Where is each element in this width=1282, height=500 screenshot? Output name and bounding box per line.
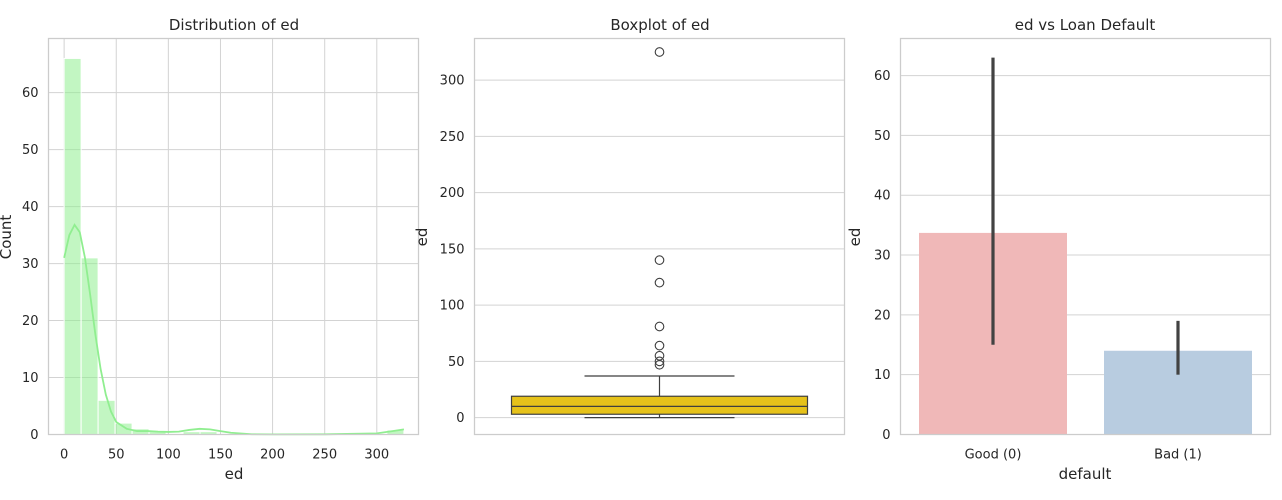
bar-x-tick-label: Bad (1)	[1154, 448, 1202, 463]
boxplot-box	[510, 47, 809, 419]
histogram-y-ticks: 0 10 20 30 40 50 60	[22, 86, 39, 443]
boxplot-outlier-point	[654, 350, 665, 361]
bar-y-tick-label: 20	[874, 308, 891, 323]
histogram-title: Distribution of ed	[169, 16, 299, 34]
bar-title: ed vs Loan Default	[1015, 16, 1156, 34]
bar-y-tick-label: 10	[874, 368, 891, 383]
bar-error-bars	[991, 57, 1180, 375]
boxplot-y-tick-label: 150	[440, 242, 465, 257]
histogram-bar	[97, 399, 116, 436]
boxplot-y-label: ed	[413, 228, 431, 247]
histogram-x-tick-label: 150	[208, 448, 233, 463]
histogram-x-tick-label: 300	[364, 448, 389, 463]
boxplot-grid	[474, 79, 845, 419]
boxplot-y-tick-label: 0	[456, 411, 464, 426]
histogram-panel: Distribution of ed 0 50 100 150 200 250 300 0 1…	[0, 16, 420, 483]
boxplot-y-tick-label: 300	[440, 74, 465, 89]
bar-y-tick-label: 60	[874, 69, 891, 84]
histogram-y-tick-label: 50	[22, 143, 39, 158]
histogram-y-tick-label: 10	[22, 371, 39, 386]
histogram-frame	[47, 37, 420, 436]
histogram-x-tick-label: 200	[260, 448, 285, 463]
histogram-y-tick-label: 40	[22, 200, 39, 215]
histogram-x-ticks: 0 50 100 150 200 250 300	[60, 448, 389, 463]
histogram-x-label: ed	[225, 465, 244, 483]
bar-panel: ed vs Loan Default Good (0) Bad (1) 0 10 20…	[846, 16, 1272, 483]
bar-y-tick-label: 30	[874, 249, 891, 264]
bar-y-ticks: 0 10 20 30 40 50 60	[874, 69, 891, 443]
histogram-y-tick-label: 60	[22, 86, 39, 101]
histogram-x-tick-label: 100	[156, 448, 181, 463]
bar-x-ticks: Good (0) Bad (1)	[965, 448, 1202, 463]
boxplot-panel: Boxplot of ed 0 50 100 150 200 250 300 ed	[413, 16, 846, 436]
boxplot-frame	[473, 37, 846, 436]
histogram-x-tick-label: 50	[108, 448, 125, 463]
boxplot-outlier-point	[654, 277, 665, 288]
bar-y-tick-label: 0	[882, 428, 890, 443]
histogram-y-label: Count	[0, 215, 15, 260]
bar-x-label: default	[1059, 465, 1112, 483]
boxplot-y-ticks: 0 50 100 150 200 250 300	[440, 74, 465, 427]
bar-y-tick-label: 40	[874, 189, 891, 204]
histogram-x-tick-label: 0	[60, 448, 68, 463]
boxplot-outlier-point	[654, 356, 665, 367]
histogram-x-tick-label: 250	[312, 448, 337, 463]
boxplot-y-tick-label: 200	[440, 186, 465, 201]
bar-y-tick-label: 50	[874, 129, 891, 144]
boxplot-title: Boxplot of ed	[610, 16, 709, 34]
boxplot-outlier-point	[654, 255, 665, 265]
histogram-grid	[48, 38, 419, 435]
boxplot-outlier-point	[654, 321, 665, 332]
histogram-y-tick-label: 0	[30, 428, 38, 443]
histogram-y-tick-label: 30	[22, 257, 39, 272]
boxplot-y-tick-label: 100	[440, 299, 465, 314]
boxplot-y-tick-label: 250	[440, 130, 465, 145]
bar-x-tick-label: Good (0)	[965, 448, 1022, 463]
boxplot-outlier-point	[654, 47, 665, 57]
histogram-bar	[80, 257, 99, 435]
histogram-y-tick-label: 20	[22, 314, 39, 329]
bar-y-label: ed	[846, 228, 864, 247]
boxplot-iqr-box	[510, 395, 809, 415]
boxplot-y-tick-label: 50	[448, 355, 465, 370]
histogram-bars	[63, 57, 405, 436]
bar-bars	[919, 232, 1252, 435]
boxplot-outlier-point	[654, 340, 665, 351]
bar-frame	[899, 37, 1272, 436]
